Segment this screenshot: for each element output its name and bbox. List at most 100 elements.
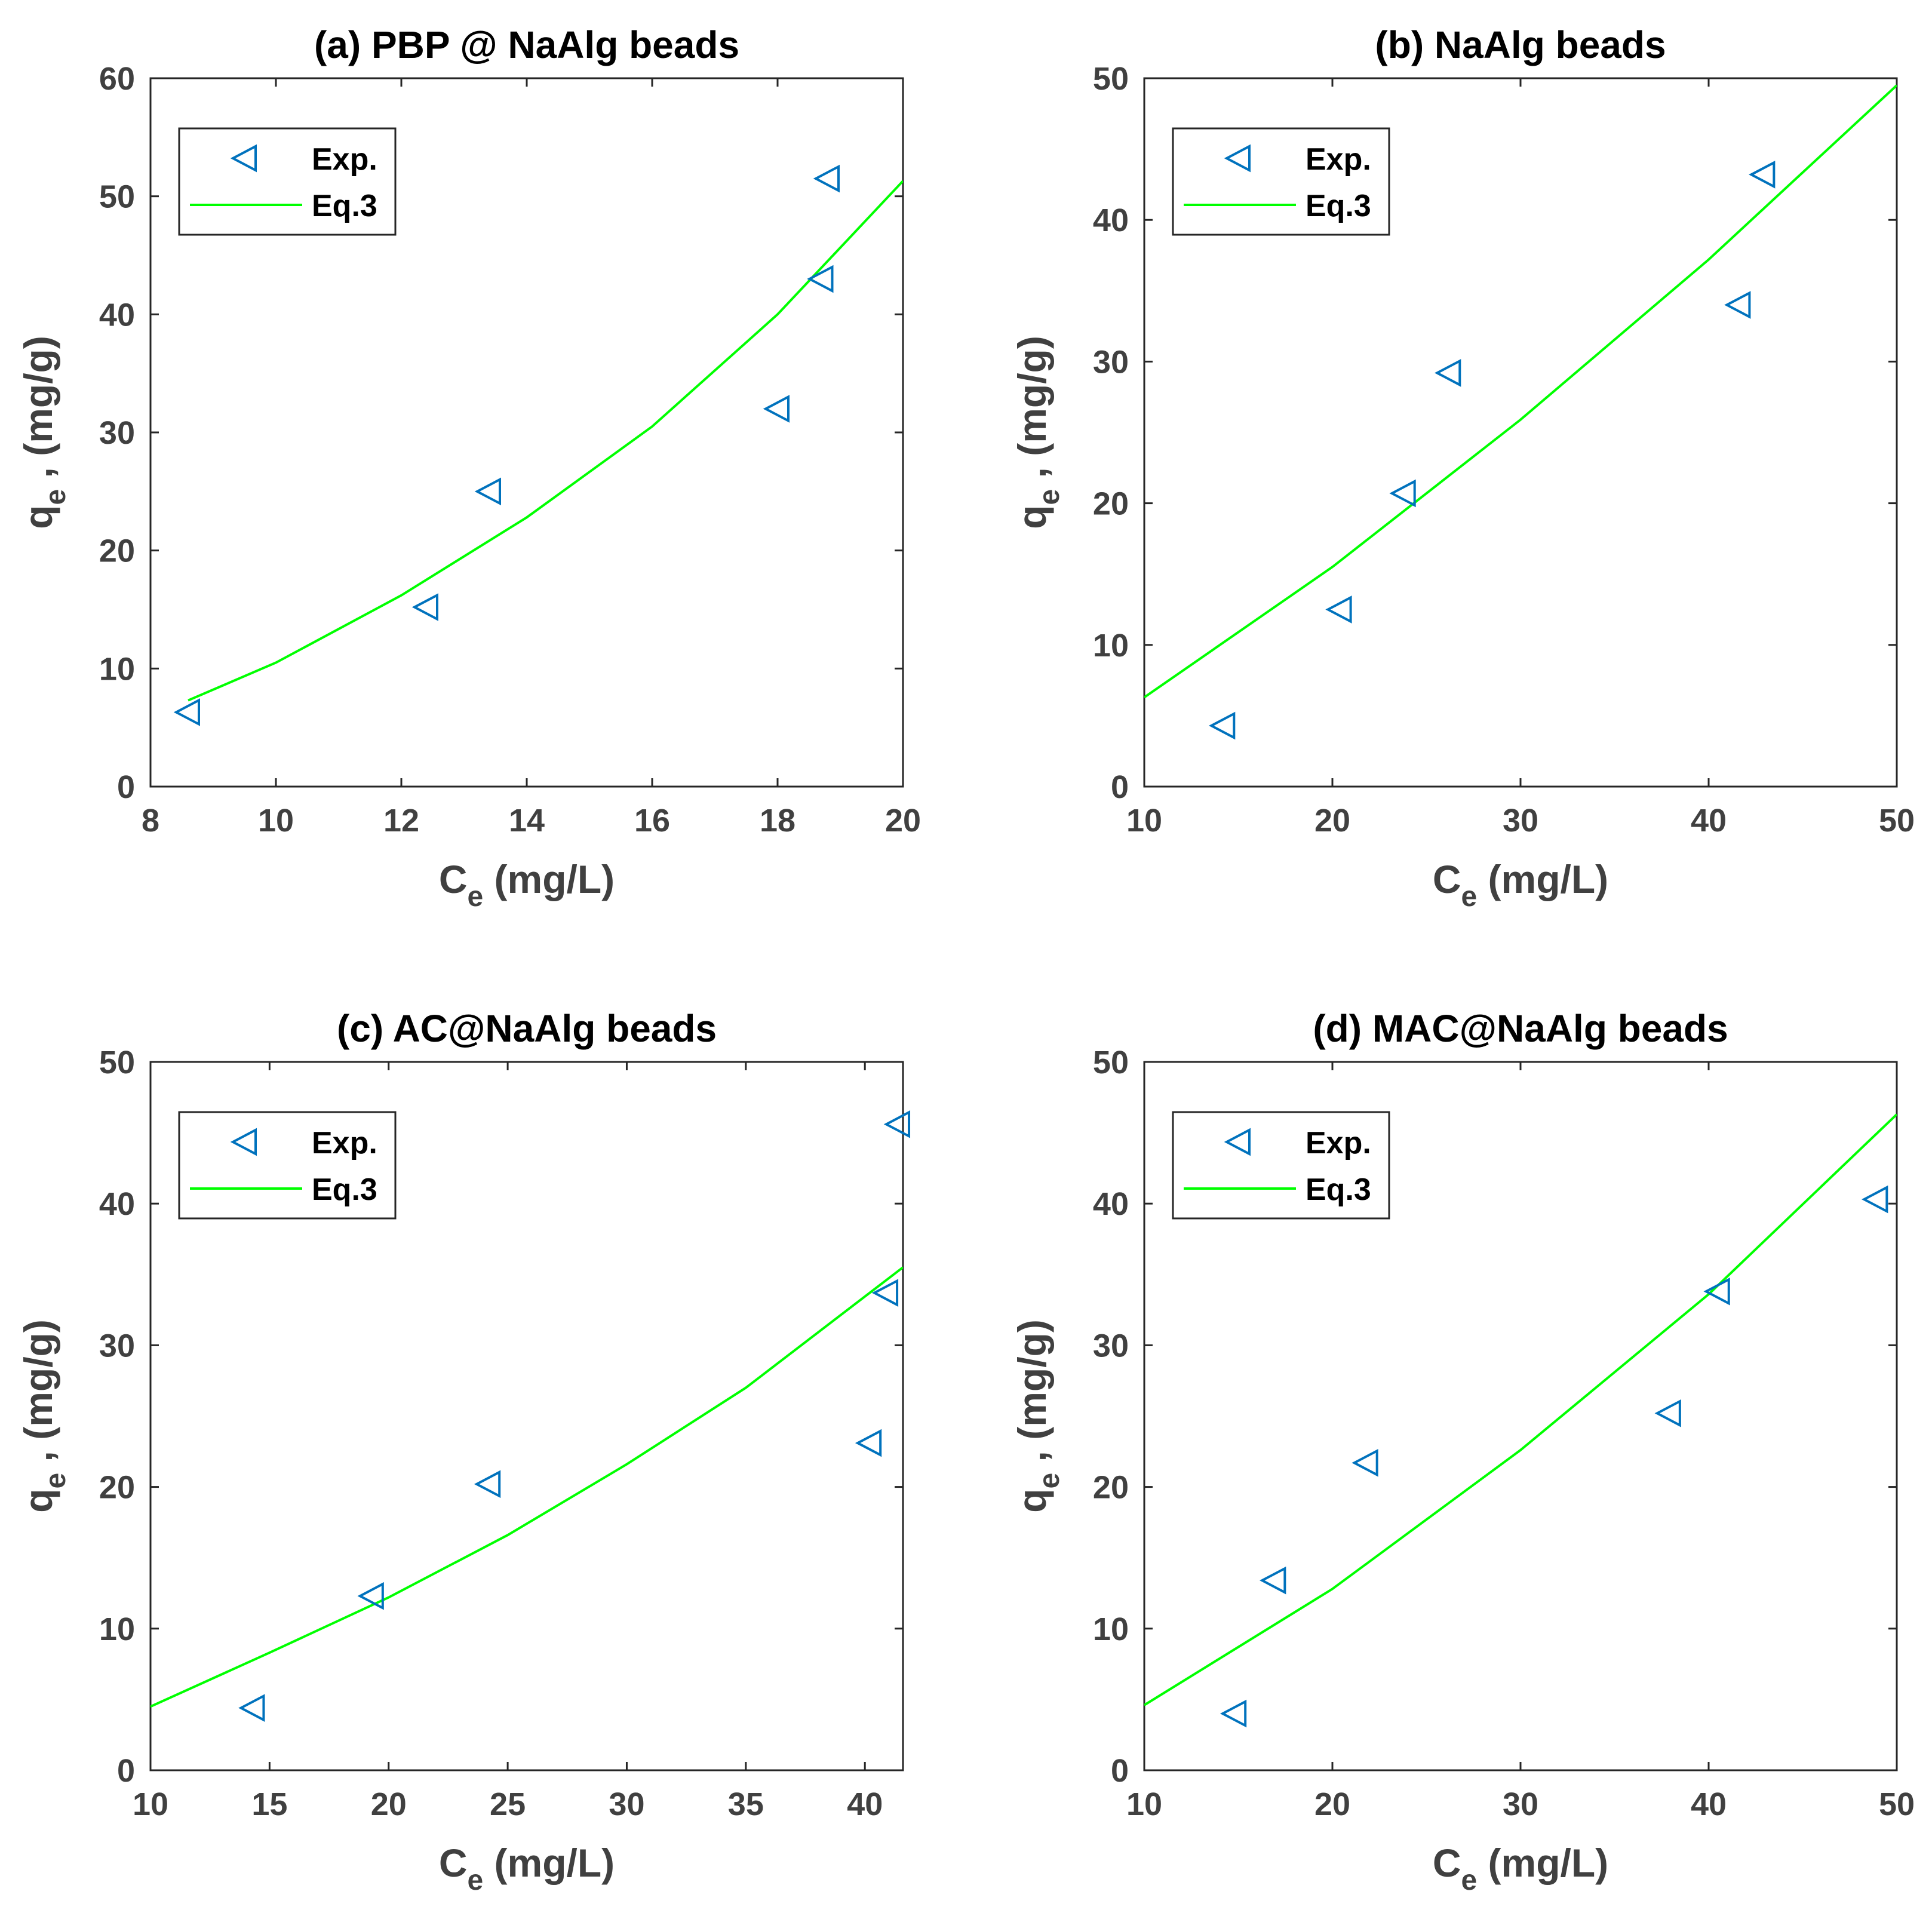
- legend-eq3-label: Eq.3: [312, 189, 377, 223]
- x-tick-label: 40: [847, 1786, 883, 1822]
- series-eq3-line: [1144, 1113, 1897, 1706]
- plot-area: [150, 1266, 903, 1708]
- y-tick-label: 0: [117, 1753, 135, 1789]
- x-tick-label: 30: [1503, 1786, 1538, 1822]
- legend: Exp. Eq.3: [1172, 1111, 1390, 1220]
- chart-title: (d) MAC@NaAlg beads: [1313, 1007, 1728, 1050]
- legend-exp-label: Exp.: [1306, 1126, 1371, 1160]
- exp-point: [411, 593, 438, 621]
- y-tick-label: 30: [1093, 1328, 1129, 1364]
- legend-exp-label: Exp.: [312, 1126, 377, 1160]
- x-tick-label: 50: [1879, 803, 1915, 839]
- x-tick-label: 15: [251, 1786, 287, 1822]
- exp-point: [1260, 1566, 1286, 1595]
- x-tick-label: 35: [728, 1786, 764, 1822]
- exp-point: [763, 395, 790, 423]
- exp-point: [1703, 1277, 1730, 1306]
- x-tick-label: 20: [371, 1786, 407, 1822]
- exp-point: [1352, 1448, 1378, 1477]
- y-tick-label: 20: [99, 1470, 135, 1506]
- x-axis-label-main: C: [439, 1841, 468, 1885]
- y-tick-label: 10: [1093, 1611, 1129, 1647]
- y-tick-label: 50: [99, 179, 135, 215]
- legend-exp-label: Exp.: [312, 142, 377, 177]
- y-axis-label: qe , (mg/g): [16, 336, 72, 529]
- chart-title: (c) AC@NaAlg beads: [337, 1007, 717, 1050]
- y-tick-label: 60: [99, 61, 135, 97]
- exp-point: [173, 698, 200, 726]
- legend-eq3-label: Eq.3: [312, 1172, 377, 1207]
- y-axis-label: qe , (mg/g): [1010, 336, 1065, 529]
- x-tick-label: 16: [634, 803, 670, 839]
- y-tick-label: 50: [1093, 61, 1129, 97]
- legend-exp-marker: [230, 1128, 257, 1156]
- legend-box: [1172, 1111, 1390, 1220]
- exp-point: [1724, 291, 1751, 319]
- y-tick-label: 50: [1093, 1045, 1129, 1080]
- exp-point: [474, 1470, 501, 1499]
- y-tick-label: 0: [117, 769, 135, 805]
- exp-point: [1209, 711, 1236, 740]
- x-tick-label: 20: [1314, 803, 1350, 839]
- y-tick-label: 20: [1093, 486, 1129, 522]
- y-tick-label: 50: [99, 1045, 135, 1080]
- series-eq3-line: [1144, 84, 1897, 699]
- y-axis-label-main: q: [16, 1489, 60, 1513]
- x-tick-label: 50: [1879, 1786, 1915, 1822]
- exp-point: [1220, 1699, 1247, 1728]
- y-axis-label-unit: , (mg/g): [16, 336, 60, 489]
- x-tick-label: 10: [258, 803, 294, 839]
- y-axis-label-sub: e: [40, 1473, 72, 1489]
- exp-point: [1435, 359, 1461, 387]
- y-tick-label: 30: [99, 1328, 135, 1364]
- y-tick-label: 10: [99, 1611, 135, 1647]
- x-axis-label: Ce (mg/L): [439, 1841, 615, 1896]
- y-tick-label: 10: [99, 651, 135, 687]
- legend-eq3-label: Eq.3: [1306, 189, 1371, 223]
- legend-box: [178, 1111, 397, 1220]
- exp-point: [1325, 595, 1352, 624]
- y-tick-label: 0: [1111, 769, 1129, 805]
- x-axis-label-unit: (mg/L): [1477, 857, 1608, 901]
- x-axis-label-sub: e: [468, 881, 484, 913]
- y-tick-label: 40: [1093, 1186, 1129, 1222]
- x-tick-label: 40: [1691, 803, 1727, 839]
- x-axis-label-unit: (mg/L): [1477, 1841, 1608, 1885]
- x-tick-label: 18: [760, 803, 795, 839]
- x-tick-label: 30: [609, 1786, 644, 1822]
- x-axis-label: Ce (mg/L): [1433, 1841, 1608, 1896]
- x-axis-label-unit: (mg/L): [483, 1841, 615, 1885]
- exp-point: [807, 265, 834, 293]
- x-axis-label-sub: e: [468, 1865, 484, 1896]
- x-tick-label: 40: [1691, 1786, 1727, 1822]
- x-tick-label: 20: [885, 803, 921, 839]
- plot-area: [188, 180, 903, 702]
- y-tick-label: 10: [1093, 628, 1129, 664]
- legend: Exp. Eq.3: [178, 1111, 397, 1220]
- x-tick-label: 25: [490, 1786, 526, 1822]
- plot-area: [1144, 1113, 1897, 1706]
- chart-title: (a) PBP @ NaAlg beads: [314, 23, 739, 66]
- x-tick-label: 20: [1314, 1786, 1350, 1822]
- x-axis-label-main: C: [1433, 1841, 1461, 1885]
- y-axis-label-main: q: [16, 505, 60, 529]
- y-axis-label: qe , (mg/g): [16, 1319, 72, 1513]
- x-tick-label: 14: [509, 803, 545, 839]
- y-tick-label: 20: [1093, 1470, 1129, 1506]
- series-eq3-line: [150, 1266, 903, 1708]
- x-axis-label-main: C: [1433, 857, 1461, 901]
- plot-area: [1144, 84, 1897, 699]
- exp-point: [855, 1429, 882, 1457]
- chart-title: (b) NaAlg beads: [1375, 23, 1666, 66]
- x-tick-label: 12: [383, 803, 419, 839]
- y-tick-label: 0: [1111, 1753, 1129, 1789]
- exp-point: [813, 164, 840, 193]
- exp-point: [1749, 160, 1776, 189]
- y-tick-label: 20: [99, 533, 135, 569]
- legend-exp-marker: [1224, 144, 1251, 173]
- legend-exp-marker: [1224, 1128, 1251, 1156]
- y-axis-label-unit: , (mg/g): [1010, 1319, 1054, 1473]
